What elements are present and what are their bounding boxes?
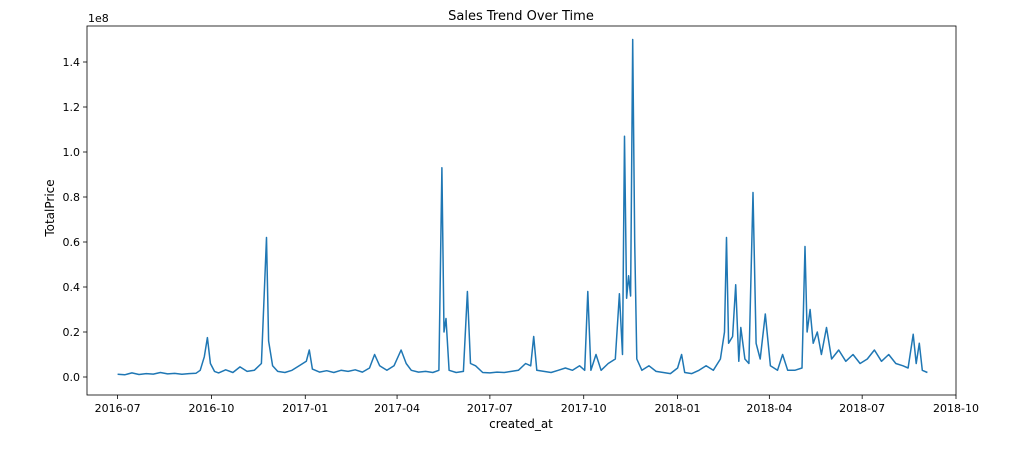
x-tick-label: 2017-10 <box>561 402 607 415</box>
y-tick-label: 0.2 <box>63 326 81 339</box>
x-tick-label: 2017-07 <box>467 402 513 415</box>
x-tick-label: 2018-01 <box>655 402 701 415</box>
y-axis-label: TotalPrice <box>43 179 57 237</box>
chart-title: Sales Trend Over Time <box>448 9 594 24</box>
x-tick-label: 2017-01 <box>282 402 328 415</box>
x-tick-label: 2018-04 <box>746 402 792 415</box>
y-tick-label: 0.4 <box>63 281 81 294</box>
x-tick-label: 2016-07 <box>95 402 141 415</box>
y-offset-text: 1e8 <box>88 12 109 25</box>
x-tick-label: 2018-07 <box>839 402 885 415</box>
y-tick-label: 0.6 <box>63 236 81 249</box>
x-tick-label: 2017-04 <box>374 402 420 415</box>
y-tick-label: 1.0 <box>63 146 81 159</box>
y-tick-label: 0.0 <box>63 371 81 384</box>
y-tick-label: 1.2 <box>63 101 81 114</box>
plot-area: 2016-07 2016-10 2017-01 2017-04 2017-07 2017-… <box>63 25 979 415</box>
y-tick-label: 0.8 <box>63 191 81 204</box>
x-tick-label: 2018-10 <box>933 402 979 415</box>
plot-frame <box>86 25 957 396</box>
x-axis-label: created_at <box>489 417 553 431</box>
series-line <box>117 38 928 376</box>
y-tick-label: 1.4 <box>63 56 81 69</box>
x-tick-label: 2016-10 <box>188 402 234 415</box>
